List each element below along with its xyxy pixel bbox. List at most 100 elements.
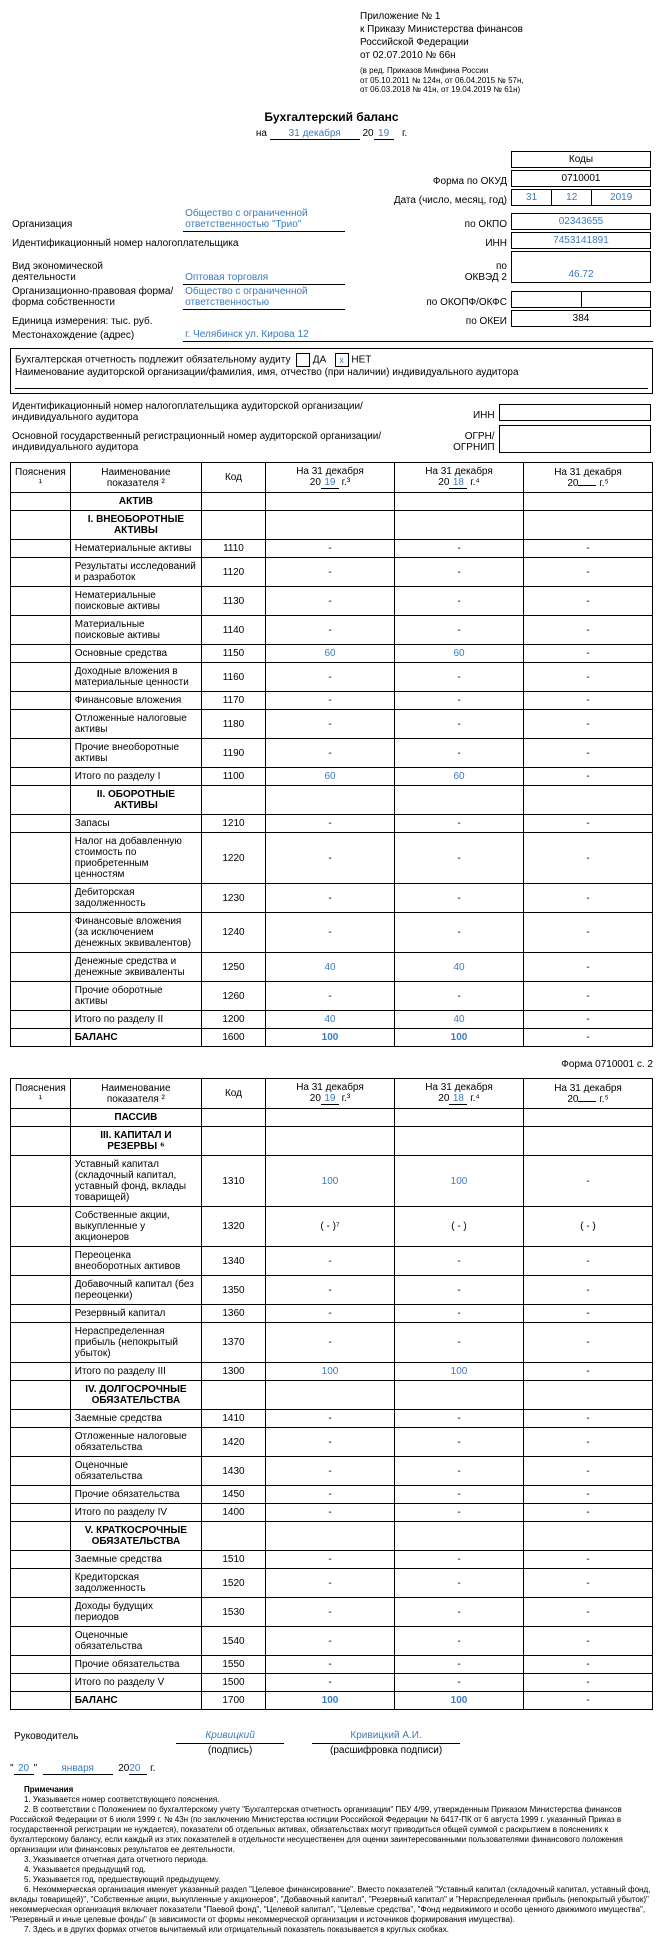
value-cell: - [395,587,524,616]
value-cell: 100 [395,1029,524,1047]
value-cell: - [524,833,653,884]
date-row: на 31 декабря 2019 г. [10,128,653,140]
value-cell: - [266,1627,395,1656]
value-cell: - [524,1323,653,1363]
date-year2: 19 [374,128,394,140]
table-row: Доходные вложения в материальные ценност… [11,663,653,692]
value-cell: - [524,1674,653,1692]
table-row: Материальные поисковые активы1140--- [11,616,653,645]
value-cell [11,1363,71,1381]
section-heading: II. ОБОРОТНЫЕ АКТИВЫ [70,786,201,815]
value-cell: - [524,1504,653,1522]
col-notes: Пояснения ¹ [11,463,71,493]
code-cell: 1260 [202,982,266,1011]
indicator-cell: Заемные средства [70,1410,201,1428]
indicator-cell: Кредиторская задолженность [70,1569,201,1598]
col2-period-2: На 31 декабря 2018 г.⁴ [395,1079,524,1109]
legal-form-label: Организационно-правовая форма/форма собс… [10,284,183,309]
section-heading: V. КРАТКОСРОЧНЫЕ ОБЯЗАТЕЛЬСТВА [70,1522,201,1551]
table-row: Нематериальные активы1110--- [11,540,653,558]
value-cell: - [524,663,653,692]
table-row: Кредиторская задолженность1520--- [11,1569,653,1598]
value-cell: - [524,982,653,1011]
audit-no-checkbox[interactable]: х [335,353,349,367]
value-cell: - [524,913,653,953]
appendix-header: Приложение № 1 к Приказу Министерства фи… [360,10,653,95]
table-row: Отложенные налоговые обязательства1420--… [11,1428,653,1457]
value-cell: 60 [395,768,524,786]
col-indicator: Наименование показателя ² [70,463,201,493]
value-cell: 100 [395,1156,524,1207]
table-row: Нематериальные поисковые активы1130--- [11,587,653,616]
code-cell: 1310 [202,1156,266,1207]
table-row: Налог на добавленную стоимость по приобр… [11,833,653,884]
value-cell [11,558,71,587]
indicator-cell: Оценочные обязательства [70,1627,201,1656]
indicator-cell: Оценочные обязательства [70,1457,201,1486]
table-row: Итого по разделу II12004040- [11,1011,653,1029]
value-cell [11,1569,71,1598]
value-cell [11,1207,71,1247]
table-row: Собственные акции, выкупленные у акционе… [11,1207,653,1247]
value-cell: - [266,710,395,739]
table-row: Отложенные налоговые активы1180--- [11,710,653,739]
value-cell: - [395,982,524,1011]
value-cell: 100 [266,1029,395,1047]
value-cell: - [524,587,653,616]
value-cell: - [524,558,653,587]
code-cell: 1350 [202,1276,266,1305]
value-cell: - [524,1363,653,1381]
table-row: БАЛАНС1600100100- [11,1029,653,1047]
audit-yes-checkbox[interactable] [296,353,310,367]
okpo-label: по ОКПО [345,207,509,232]
value-cell: - [266,1457,395,1486]
code-cell: 1120 [202,558,266,587]
table-row: ПАССИВ [11,1109,653,1127]
indicator-cell: Уставный капитал (складочный капитал, ус… [70,1156,201,1207]
address-value: г. Челябинск ул. Кирова 12 [183,328,653,342]
value-cell: - [524,692,653,710]
value-cell: 60 [395,645,524,663]
table-row: Финансовые вложения1170--- [11,692,653,710]
value-cell: - [266,1656,395,1674]
page-2-label: Форма 0710001 с. 2 [10,1059,653,1070]
indicator-cell: Прочие обязательства [70,1656,201,1674]
indicator-cell: Отложенные налоговые обязательства [70,1428,201,1457]
indicator-cell: Нераспределенная прибыль (непокрытый убы… [70,1323,201,1363]
legal-form-value: Общество с ограниченной ответственностью [183,284,345,309]
value-cell: ( - ) [395,1207,524,1247]
indicator-cell: Собственные акции, выкупленные у акционе… [70,1207,201,1247]
code-cell: 1170 [202,692,266,710]
indicator-cell: Дебиторская задолженность [70,884,201,913]
value-cell: - [395,1428,524,1457]
balance-table-2: Пояснения ¹ Наименование показателя ² Ко… [10,1078,653,1710]
value-cell: - [395,1410,524,1428]
note-2: 2. В соответствии с Положением по бухгал… [10,1805,653,1855]
indicator-cell: Переоценка внеоборотных активов [70,1247,201,1276]
name-caption: (расшифровка подписи) [312,1744,460,1758]
value-cell: - [266,558,395,587]
indicator-cell: БАЛАНС [70,1029,201,1047]
appendix-line: Приложение № 1 [360,11,441,22]
footnotes: Примечания 1. Указывается номер соответс… [10,1785,653,1935]
activity-label: Вид экономической деятельности [10,250,183,284]
value-cell: - [395,663,524,692]
table-row: Переоценка внеоборотных активов1340--- [11,1247,653,1276]
table-row: Запасы1210--- [11,815,653,833]
value-cell [11,692,71,710]
value-cell: - [524,710,653,739]
indicator-cell: Добавочный капитал (без переоценки) [70,1276,201,1305]
value-cell: - [266,1504,395,1522]
value-cell: - [395,739,524,768]
value-cell [11,739,71,768]
value-cell: - [395,1486,524,1504]
okopf-label: по ОКОПФ/ОКФС [345,284,509,309]
value-cell: - [395,1598,524,1627]
value-cell: - [395,1247,524,1276]
indicator-cell: Итого по разделу I [70,768,201,786]
section-heading: ПАССИВ [70,1109,201,1127]
indicator-cell: Итого по разделу IV [70,1504,201,1522]
note-4: 4. Указывается предыдущий год. [10,1865,653,1875]
value-cell: - [266,913,395,953]
value-cell: - [266,1305,395,1323]
